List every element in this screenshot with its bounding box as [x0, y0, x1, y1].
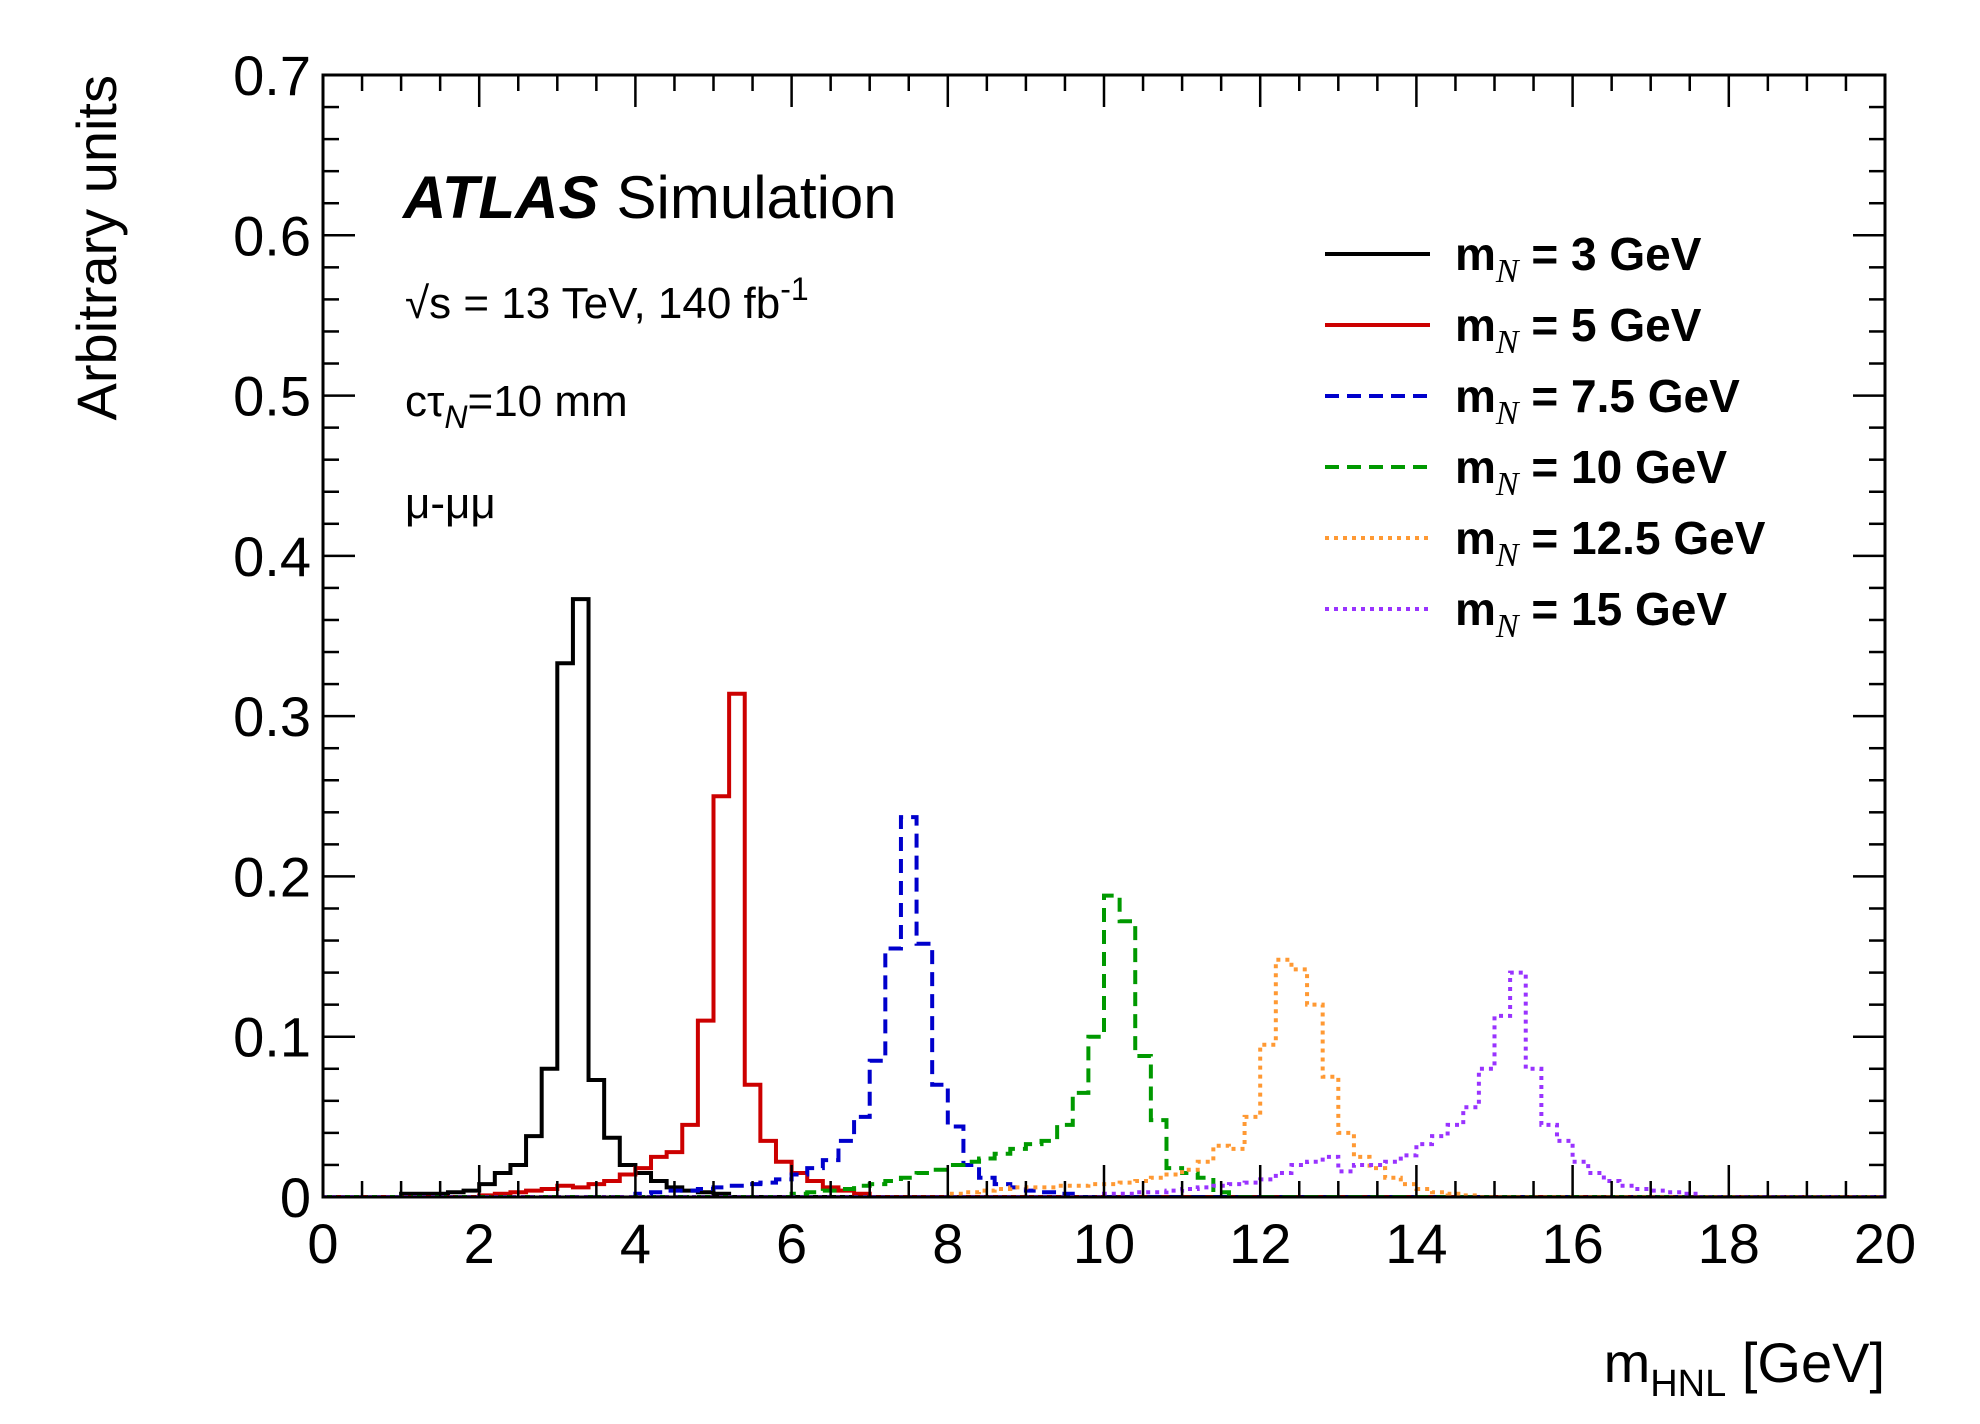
- series-line-5: [323, 957, 1885, 1197]
- y-tick-label: 0: [280, 1166, 311, 1229]
- y-tick-label: 0.4: [233, 525, 311, 588]
- y-tick-label: 0.5: [233, 365, 311, 428]
- y-tick-labels: 0 0.1 0.2 0.3 0.4 0.5 0.6 0.7: [233, 44, 311, 1229]
- legend-label-2: mN = 5 GeV: [1455, 299, 1702, 361]
- x-tick-label: 18: [1698, 1212, 1760, 1275]
- series-line-4: [323, 893, 1885, 1197]
- legend-label-1: mN = 3 GeV: [1455, 228, 1702, 290]
- legend-label-4: mN = 10 GeV: [1455, 441, 1727, 503]
- x-axis-title-unit: [GeV]: [1726, 1331, 1885, 1394]
- simulation-label: Simulation: [617, 164, 897, 231]
- y-tick-label: 0.6: [233, 204, 311, 267]
- series-layer: [323, 597, 1885, 1197]
- legend-label-3: mN = 7.5 GeV: [1455, 370, 1740, 432]
- x-tick-label: 20: [1854, 1212, 1916, 1275]
- energy-lumi-label: √s = 13 TeV, 140 fb-1: [405, 271, 809, 328]
- ctau-label: cτN=10 mm: [405, 377, 628, 435]
- y-axis-title: Arbitrary units: [65, 75, 128, 420]
- series-line-3: [323, 815, 1885, 1197]
- x-tick-label: 14: [1385, 1212, 1447, 1275]
- legend-label-5: mN = 12.5 GeV: [1455, 512, 1766, 574]
- y-tick-label: 0.1: [233, 1006, 311, 1069]
- series-line-2: [323, 691, 1885, 1197]
- x-tick-label: 2: [464, 1212, 495, 1275]
- y-tick-label: 0.7: [233, 44, 311, 107]
- x-tick-label: 4: [620, 1212, 651, 1275]
- y-tick-label: 0.3: [233, 685, 311, 748]
- channel-label: μ-μμ: [405, 479, 496, 528]
- x-axis-title: mHNL [GeV]: [1604, 1331, 1885, 1405]
- x-tick-labels: 0 2 4 6 8 10 12 14 16 18 20: [307, 1212, 1916, 1275]
- x-tick-label: 6: [776, 1212, 807, 1275]
- axis-ticks: [321, 73, 1887, 1199]
- x-tick-label: 16: [1541, 1212, 1603, 1275]
- series-line-6: [323, 970, 1885, 1197]
- x-tick-label: 8: [932, 1212, 963, 1275]
- x-axis-title-sub: HNL: [1650, 1363, 1726, 1405]
- ctau-value: =10 mm: [468, 377, 628, 426]
- atlas-label: ATLAS Simulation: [401, 164, 897, 231]
- legend-label-6: mN = 15 GeV: [1455, 583, 1727, 645]
- legend: mN = 3 GeV mN = 5 GeV mN = 7.5 GeV mN = 10 …: [1325, 228, 1766, 645]
- ctau-sub: N: [444, 399, 468, 435]
- x-tick-label: 12: [1229, 1212, 1291, 1275]
- y-tick-label: 0.2: [233, 845, 311, 908]
- x-tick-label: 10: [1073, 1212, 1135, 1275]
- x-tick-label: 0: [307, 1212, 338, 1275]
- energy-lumi-sup: -1: [780, 271, 808, 307]
